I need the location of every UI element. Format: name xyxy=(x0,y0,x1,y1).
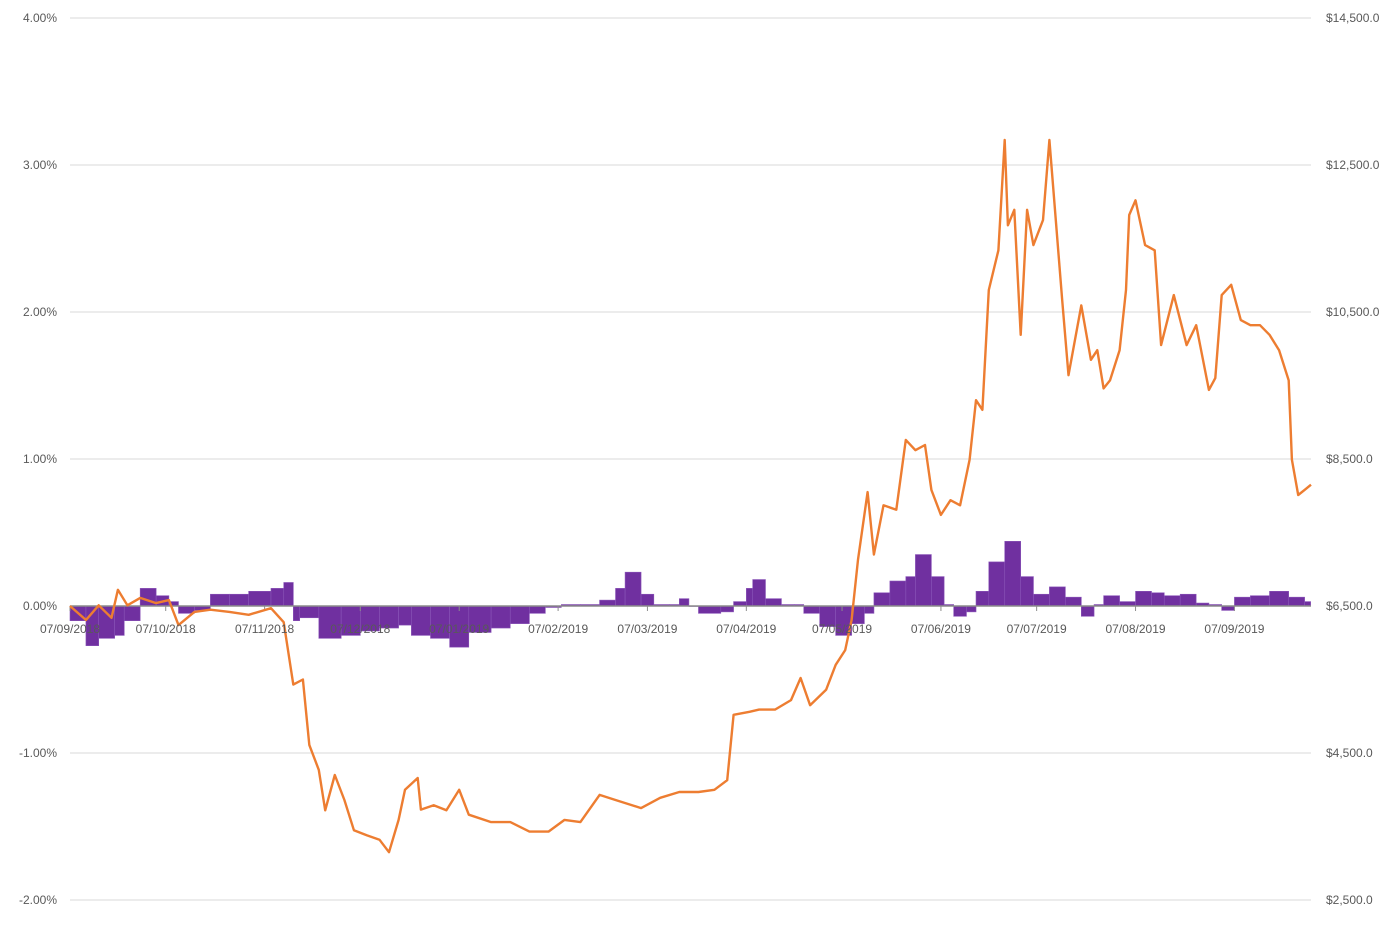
y-right-tick-label: $2,500.0 xyxy=(1326,893,1373,907)
bar xyxy=(300,606,319,618)
y-right-tick-label: $12,500.0 xyxy=(1326,158,1380,172)
bar xyxy=(115,606,125,635)
bar xyxy=(284,582,294,606)
bar xyxy=(890,581,906,606)
bar xyxy=(1164,596,1180,606)
y-left-tick-label: 1.00% xyxy=(23,452,57,466)
bar xyxy=(1104,596,1120,606)
bar xyxy=(679,599,689,606)
y-right-tick-label: $8,500.0 xyxy=(1326,452,1373,466)
bar xyxy=(625,572,641,606)
bar xyxy=(1049,587,1065,606)
bar xyxy=(124,606,140,621)
y-right-tick-label: $14,500.0 xyxy=(1326,11,1380,25)
x-tick-label: 07/08/2019 xyxy=(1106,622,1166,636)
x-axis xyxy=(70,606,1311,611)
y-axis-left: -2.00% -1.00% 0.00% 1.00% 2.00% 3.00% 4.00% xyxy=(19,11,57,907)
gridlines xyxy=(70,18,1311,900)
bar xyxy=(1289,597,1305,606)
bar xyxy=(600,600,616,606)
bar xyxy=(249,591,271,606)
y-right-tick-label: $6,500.0 xyxy=(1326,599,1373,613)
bar xyxy=(1033,594,1049,606)
x-tick-label: 07/09/2018 xyxy=(40,622,100,636)
bar xyxy=(698,606,720,613)
bar xyxy=(1081,606,1094,616)
bar xyxy=(1270,591,1289,606)
x-tick-label: 07/02/2019 xyxy=(528,622,588,636)
bar xyxy=(954,606,967,616)
bar xyxy=(1180,594,1196,606)
x-tick-label: 07/12/2018 xyxy=(330,622,390,636)
bar xyxy=(721,606,734,612)
y-left-tick-label: 4.00% xyxy=(23,11,57,25)
y-axis-right: $2,500.0 $4,500.0 $6,500.0 $8,500.0 $10,500.… xyxy=(1326,11,1380,907)
y-left-tick-label: -1.00% xyxy=(19,746,57,760)
bar xyxy=(641,594,654,606)
bar xyxy=(529,606,545,613)
bar xyxy=(510,606,529,624)
y-left-tick-label: 3.00% xyxy=(23,158,57,172)
bar xyxy=(931,577,944,606)
y-right-tick-label: $10,500.0 xyxy=(1326,305,1380,319)
bar xyxy=(765,599,781,606)
price-line xyxy=(70,140,1311,852)
bar xyxy=(293,606,299,621)
bar xyxy=(753,580,766,606)
y-left-tick-label: 2.00% xyxy=(23,305,57,319)
y-left-tick-label: 0.00% xyxy=(23,599,57,613)
x-axis-labels: 07/09/2018 07/10/2018 07/11/2018 07/12/2018… xyxy=(40,622,1265,636)
bar xyxy=(989,562,1005,606)
bar xyxy=(210,594,229,606)
bar xyxy=(1005,541,1021,606)
y-left-tick-label: -2.00% xyxy=(19,893,57,907)
bar xyxy=(746,588,752,606)
bar xyxy=(1234,597,1250,606)
bar xyxy=(906,577,916,606)
x-tick-label: 07/07/2019 xyxy=(1007,622,1067,636)
x-tick-label: 07/05/2019 xyxy=(812,622,872,636)
bar xyxy=(230,594,249,606)
bar xyxy=(616,588,626,606)
bar xyxy=(874,593,890,606)
x-tick-label: 07/09/2019 xyxy=(1204,622,1264,636)
x-tick-label: 07/10/2018 xyxy=(136,622,196,636)
bar xyxy=(804,606,820,613)
bar xyxy=(178,606,194,613)
bar xyxy=(976,591,989,606)
y-right-tick-label: $4,500.0 xyxy=(1326,746,1373,760)
bar xyxy=(1065,597,1081,606)
x-tick-label: 07/06/2019 xyxy=(911,622,971,636)
bar xyxy=(399,606,412,625)
x-tick-label: 07/11/2018 xyxy=(235,622,294,636)
x-tick-label: 07/04/2019 xyxy=(716,622,776,636)
bar xyxy=(966,606,976,612)
x-tick-label: 07/03/2019 xyxy=(617,622,677,636)
x-tick-label: 07/01/2019 xyxy=(429,622,489,636)
bar xyxy=(411,606,430,635)
bar xyxy=(271,588,284,606)
bar xyxy=(864,606,874,613)
line-series xyxy=(70,140,1311,852)
bar xyxy=(491,606,510,628)
bar xyxy=(1136,591,1152,606)
bar xyxy=(915,555,931,606)
bar xyxy=(1250,596,1269,606)
bar xyxy=(1151,593,1164,606)
bar xyxy=(1021,577,1034,606)
